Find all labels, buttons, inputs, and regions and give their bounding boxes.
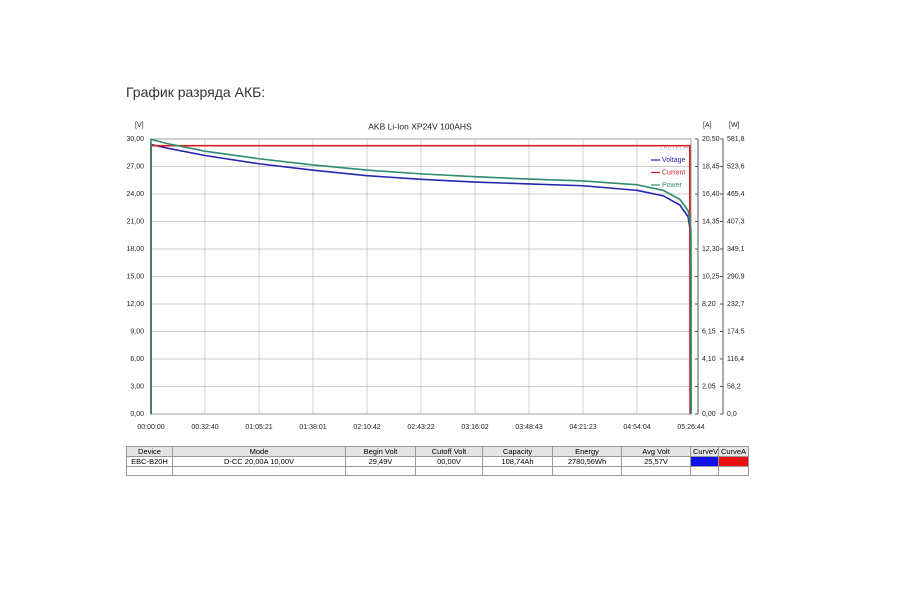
y3-tick-label: 523,6 <box>727 163 745 170</box>
y-tick-label: 18,00 <box>126 246 144 253</box>
y2-tick-label: 14,35 <box>702 218 720 225</box>
data-cell: EBC-B20H <box>126 456 173 467</box>
y-tick-label: 30,00 <box>126 136 144 143</box>
series-line <box>150 138 692 415</box>
x-tick-label: 02:43:22 <box>407 424 434 431</box>
header-cell: Cutoff Volt <box>415 446 483 457</box>
chart-title: AKB Li-Ion XP24V 100AHS <box>368 121 472 131</box>
curve-swatch <box>718 456 749 467</box>
header-cell: Device <box>126 446 173 457</box>
y3-tick-label: 174,5 <box>727 328 745 335</box>
data-cell: D-CC 20,00A 10,00V <box>172 456 346 467</box>
x-tick-label: 02:10:42 <box>353 424 380 431</box>
header-cell: CurveA <box>718 446 749 457</box>
legend-label: Power <box>662 182 683 189</box>
y-tick-label: 6,00 <box>130 356 144 363</box>
x-tick-label: 03:16:02 <box>461 424 488 431</box>
watermark: ZKETECH <box>660 146 688 152</box>
y2-tick-label: 18,45 <box>702 163 720 170</box>
y2-tick-label: 16,40 <box>702 191 720 198</box>
y3-tick-label: 290,9 <box>727 273 745 280</box>
info-table: Device Mode Begin Volt Cutoff Volt Capacity E… <box>126 446 749 476</box>
x-tick-label: 00:00:00 <box>137 424 164 431</box>
header-row: Device Mode Begin Volt Cutoff Volt Capacity E… <box>126 446 749 457</box>
header-cell: Energy <box>552 446 622 457</box>
series-line <box>150 143 692 415</box>
y2-tick-label: 8,20 <box>702 301 716 308</box>
x-tick-label: 00:32:40 <box>191 424 218 431</box>
y3-axis-label: [W] <box>729 122 740 129</box>
y-tick-label: 27,00 <box>126 163 144 170</box>
y3-tick-label: 407,3 <box>727 218 745 225</box>
x-tick-label: 04:21:23 <box>569 424 596 431</box>
data-cell: 00,00V <box>415 456 483 467</box>
y3-tick-label: 349,1 <box>727 246 745 253</box>
y-tick-label: 3,00 <box>130 383 144 390</box>
x-tick-label: 05:26:44 <box>677 424 704 431</box>
y-tick-label: 9,00 <box>130 328 144 335</box>
y3-tick-label: 465,4 <box>727 191 745 198</box>
data-cell: 29,49V <box>345 456 416 467</box>
y3-tick-label: 232,7 <box>727 301 745 308</box>
header-cell: CurveV <box>690 446 719 457</box>
header-cell: Begin Volt <box>345 446 416 457</box>
data-cell: 2780,56Wh <box>552 456 622 467</box>
y3-tick-label: 58,2 <box>727 383 741 390</box>
y2-tick-label: 12,30 <box>702 246 720 253</box>
y3-tick-label: 0,0 <box>727 411 737 418</box>
y-tick-label: 24,00 <box>126 191 144 198</box>
header-cell: Avg Volt <box>621 446 691 457</box>
y2-tick-label: 20,50 <box>702 136 720 143</box>
x-tick-label: 04:54:04 <box>623 424 650 431</box>
y2-tick-label: 4,10 <box>702 356 716 363</box>
header-cell: Mode <box>172 446 346 457</box>
legend-label: Voltage <box>662 157 685 164</box>
y2-tick-label: 6,15 <box>702 328 716 335</box>
y2-tick-label: 0,00 <box>702 411 716 418</box>
heading: График разряда АКБ: <box>126 84 266 100</box>
y-tick-label: 12,00 <box>126 301 144 308</box>
y-tick-label: 21,00 <box>126 218 144 225</box>
data-cell: 25,57V <box>621 456 691 467</box>
y-tick-label: 0,00 <box>130 411 144 418</box>
empty-row <box>126 466 749 476</box>
legend-label: Current <box>662 169 685 176</box>
y-tick-label: 15,00 <box>126 273 144 280</box>
y3-tick-label: 581,8 <box>727 136 745 143</box>
y2-tick-label: 2,05 <box>702 383 716 390</box>
curve-swatch <box>690 456 719 467</box>
data-cell: 108,74Ah <box>482 456 553 467</box>
header-cell: Capacity <box>482 446 553 457</box>
y3-tick-label: 116,4 <box>727 356 744 363</box>
x-tick-label: 01:38:01 <box>299 424 326 431</box>
data-row: EBC-B20H D-CC 20,00A 10,00V 29,49V 00,00V 10… <box>126 456 749 467</box>
x-tick-label: 01:05:21 <box>245 424 272 431</box>
y2-tick-label: 10,25 <box>702 273 720 280</box>
x-tick-label: 03:48:43 <box>515 424 542 431</box>
y2-axis-label: [A] <box>703 122 712 129</box>
y-axis-label: [V] <box>135 122 144 129</box>
